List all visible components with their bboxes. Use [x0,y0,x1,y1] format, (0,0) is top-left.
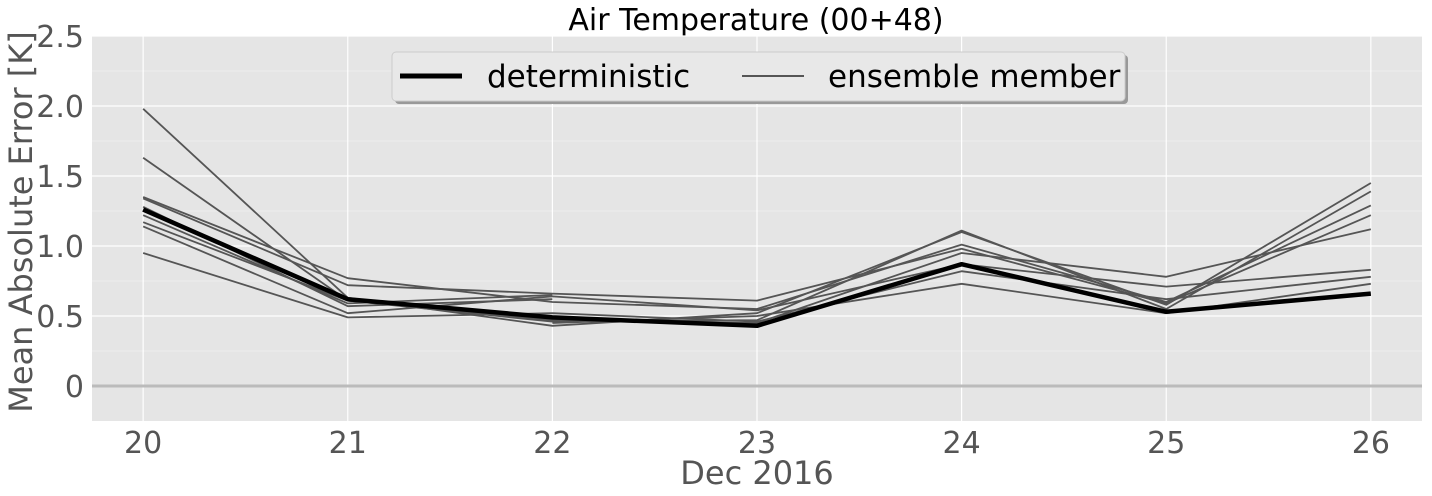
x-tick-label: 21 [329,426,367,461]
y-axis-label: Mean Absolute Error [K] [2,31,40,413]
legend: deterministic ensemble member [391,51,1128,104]
ensemble-member-line [142,214,553,305]
legend-label-ensemble: ensemble member [828,59,1121,95]
x-axis-label: Dec 2016 [680,454,834,492]
x-tick-label: 26 [1352,426,1390,461]
y-tick-label: 2.0 [36,90,84,125]
ensemble-member-line [142,196,1372,310]
y-tick-label: 1.0 [36,230,84,265]
y-tick-labels: 0 0.5 1.0 1.5 2.0 2.5 [36,20,84,405]
x-tick-labels: 20 21 22 23 24 25 26 [124,426,1390,461]
y-tick-label: 1.5 [36,160,84,195]
legend-label-deterministic: deterministic [487,59,690,95]
y-tick-label: 0.5 [36,300,84,335]
y-tick-label: 0 [65,370,84,405]
x-tick-label: 23 [738,426,776,461]
y-tick-label: 2.5 [36,20,84,55]
x-tick-label: 20 [124,426,162,461]
chart-title: Air Temperature (00+48) [568,3,943,38]
series-group [142,108,1372,329]
x-tick-label: 24 [943,426,981,461]
x-tick-label: 22 [533,426,571,461]
x-tick-label: 25 [1147,426,1185,461]
ensemble-member-line [142,197,1372,305]
ensemble-member-line [552,282,1371,324]
ensemble-member-line [142,225,1371,315]
deterministic-line [142,207,1372,329]
ensemble-member-line [142,252,1371,323]
